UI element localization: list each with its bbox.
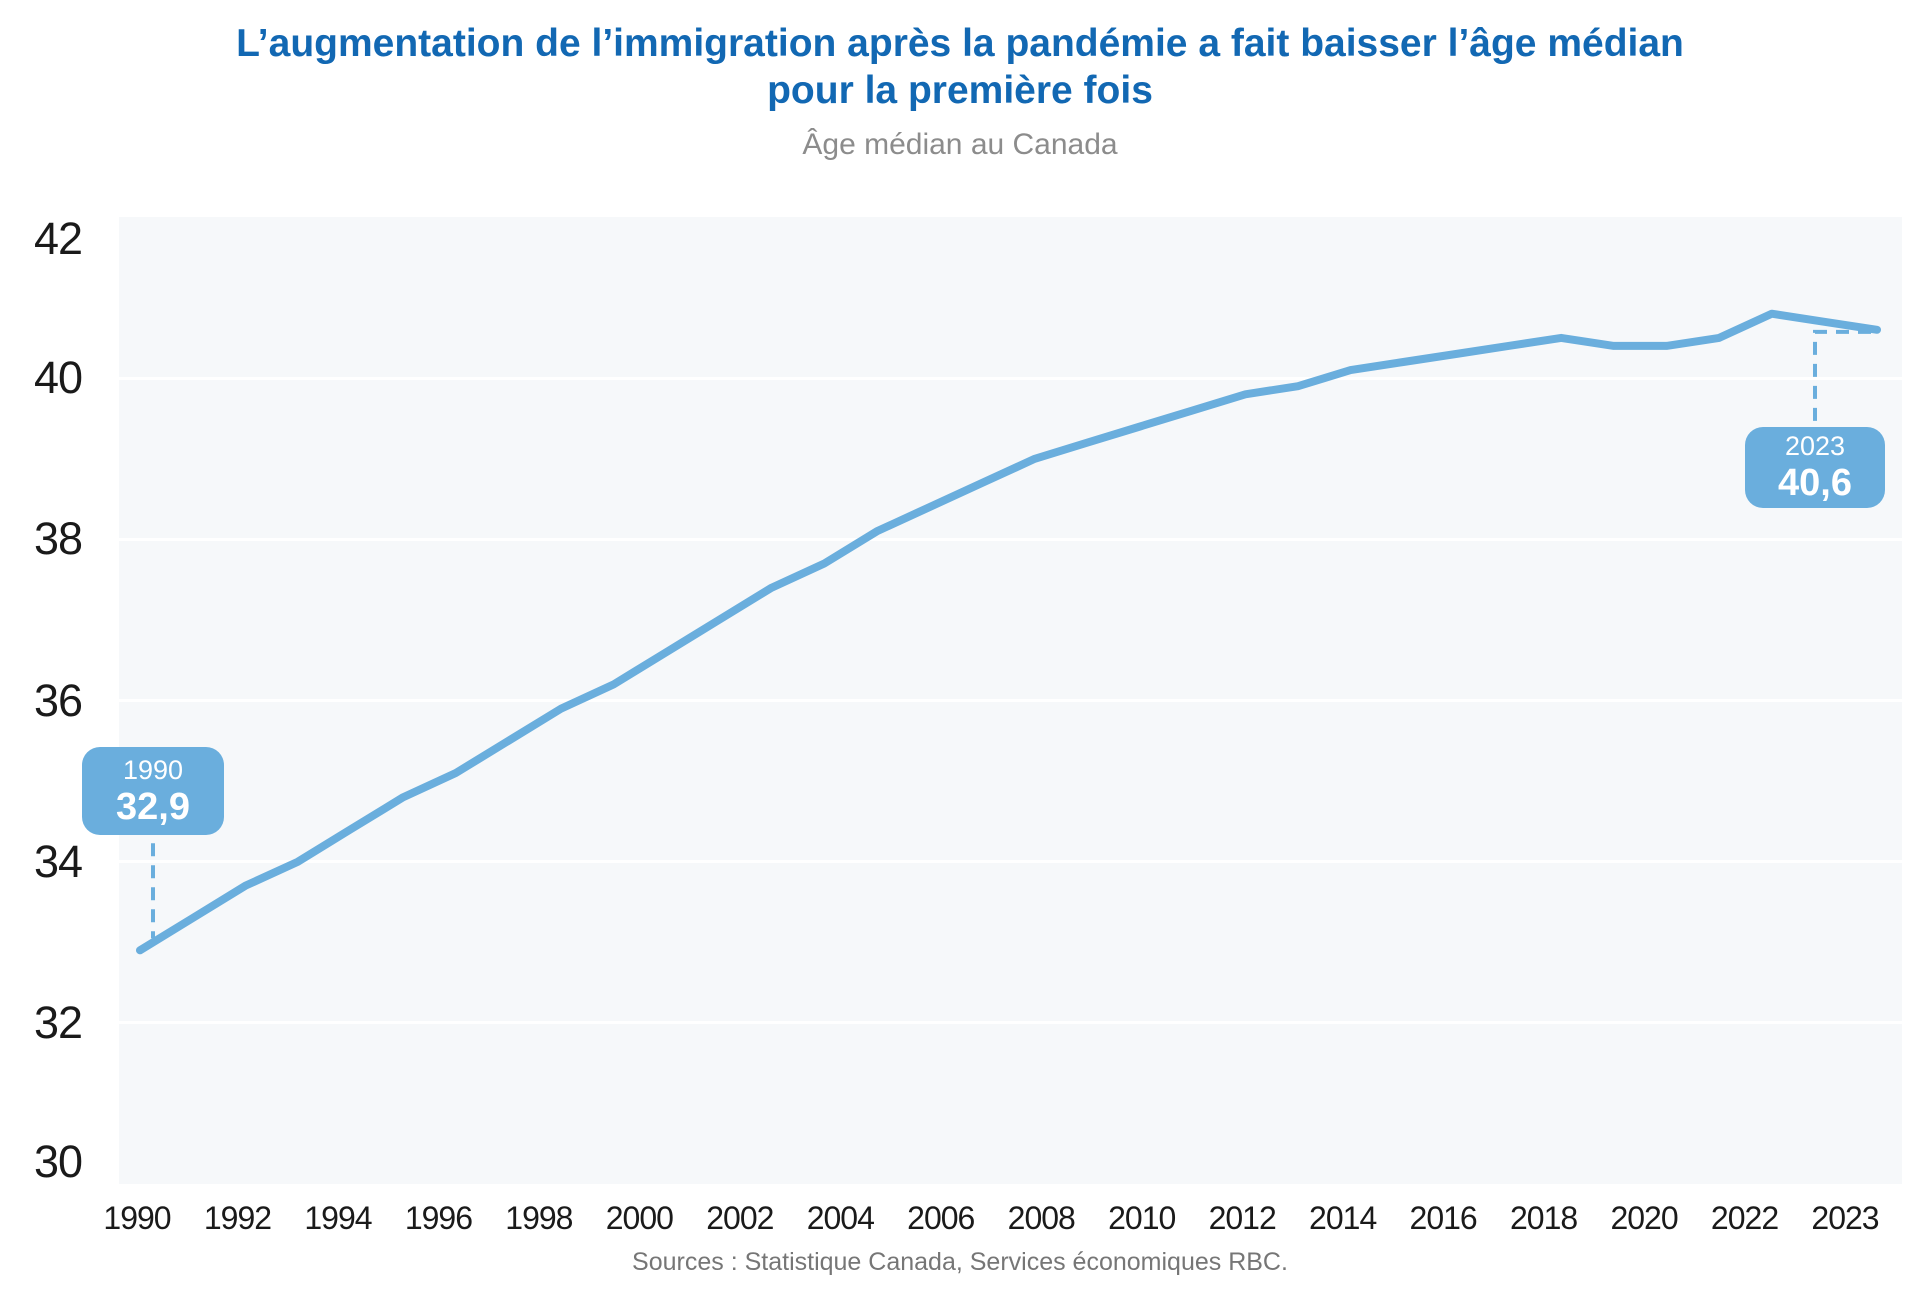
x-axis-label-1998: 1998 bbox=[505, 1200, 573, 1236]
connector-line-2023 bbox=[1813, 329, 1871, 423]
annotation-callout-2023: 2023 40,6 bbox=[1745, 426, 1885, 508]
chart-title: L’augmentation de l’immigration après la… bbox=[236, 22, 1684, 112]
callout-value-label: 32,9 bbox=[116, 785, 190, 828]
annotation-callout-1990: 1990 32,9 bbox=[82, 747, 224, 836]
x-axis-label-1996: 1996 bbox=[404, 1200, 473, 1236]
x-axis-label-2022: 2022 bbox=[1710, 1200, 1779, 1236]
x-axis-label-1990: 1990 bbox=[103, 1200, 171, 1236]
y-axis-label-40: 40 bbox=[33, 352, 83, 404]
gridline-38 bbox=[119, 537, 1902, 541]
y-axis-label-34: 34 bbox=[33, 835, 83, 887]
x-axis-label-2004: 2004 bbox=[806, 1200, 875, 1236]
callout-value-label: 40,6 bbox=[1778, 461, 1852, 504]
x-axis-label-2014: 2014 bbox=[1309, 1200, 1377, 1236]
y-axis-label-42: 42 bbox=[33, 213, 83, 264]
x-axis-label-2020: 2020 bbox=[1610, 1200, 1678, 1236]
median-age-data-line bbox=[136, 309, 1881, 955]
x-axis-label-1992: 1992 bbox=[203, 1200, 272, 1236]
gridline-40 bbox=[119, 376, 1902, 380]
y-axis-label-36: 36 bbox=[33, 674, 83, 726]
x-axis-label-2008: 2008 bbox=[1007, 1200, 1076, 1236]
gridline-34 bbox=[119, 860, 1902, 864]
x-axis-label-1994: 1994 bbox=[304, 1200, 372, 1236]
callout-year-label: 1990 bbox=[122, 754, 184, 785]
source-note: Sources : Statistique Canada, Services é… bbox=[632, 1248, 1288, 1276]
callout-year-label: 2023 bbox=[1784, 430, 1846, 461]
y-axis-label-30: 30 bbox=[33, 1136, 83, 1187]
x-axis-label-2010: 2010 bbox=[1108, 1200, 1176, 1236]
gridline-32 bbox=[119, 1021, 1902, 1025]
x-axis-label-2018: 2018 bbox=[1509, 1200, 1578, 1236]
x-axis-label-2006: 2006 bbox=[907, 1200, 975, 1236]
plot-area: 1990 32,9 2023 40,6 bbox=[82, 217, 1902, 1184]
line-chart-svg bbox=[136, 309, 1881, 955]
y-axis-label-38: 38 bbox=[33, 513, 83, 565]
x-axis-label-2002: 2002 bbox=[706, 1200, 774, 1236]
x-axis-label-2016: 2016 bbox=[1409, 1200, 1478, 1236]
y-axis-label-32: 32 bbox=[33, 996, 83, 1048]
chart-subtitle: Âge médian au Canada bbox=[802, 128, 1118, 161]
x-axis: 1990 1992 1994 1996 1998 2000 2002 2004 2006 2008… bbox=[103, 1200, 1902, 1246]
x-axis-label-2012: 2012 bbox=[1208, 1200, 1277, 1236]
x-axis-label-2023: 2023 bbox=[1811, 1200, 1879, 1236]
x-axis-label-2000: 2000 bbox=[605, 1200, 674, 1236]
y-axis: 42 40 38 36 34 32 30 bbox=[0, 213, 96, 1187]
gridline-36 bbox=[119, 699, 1902, 702]
